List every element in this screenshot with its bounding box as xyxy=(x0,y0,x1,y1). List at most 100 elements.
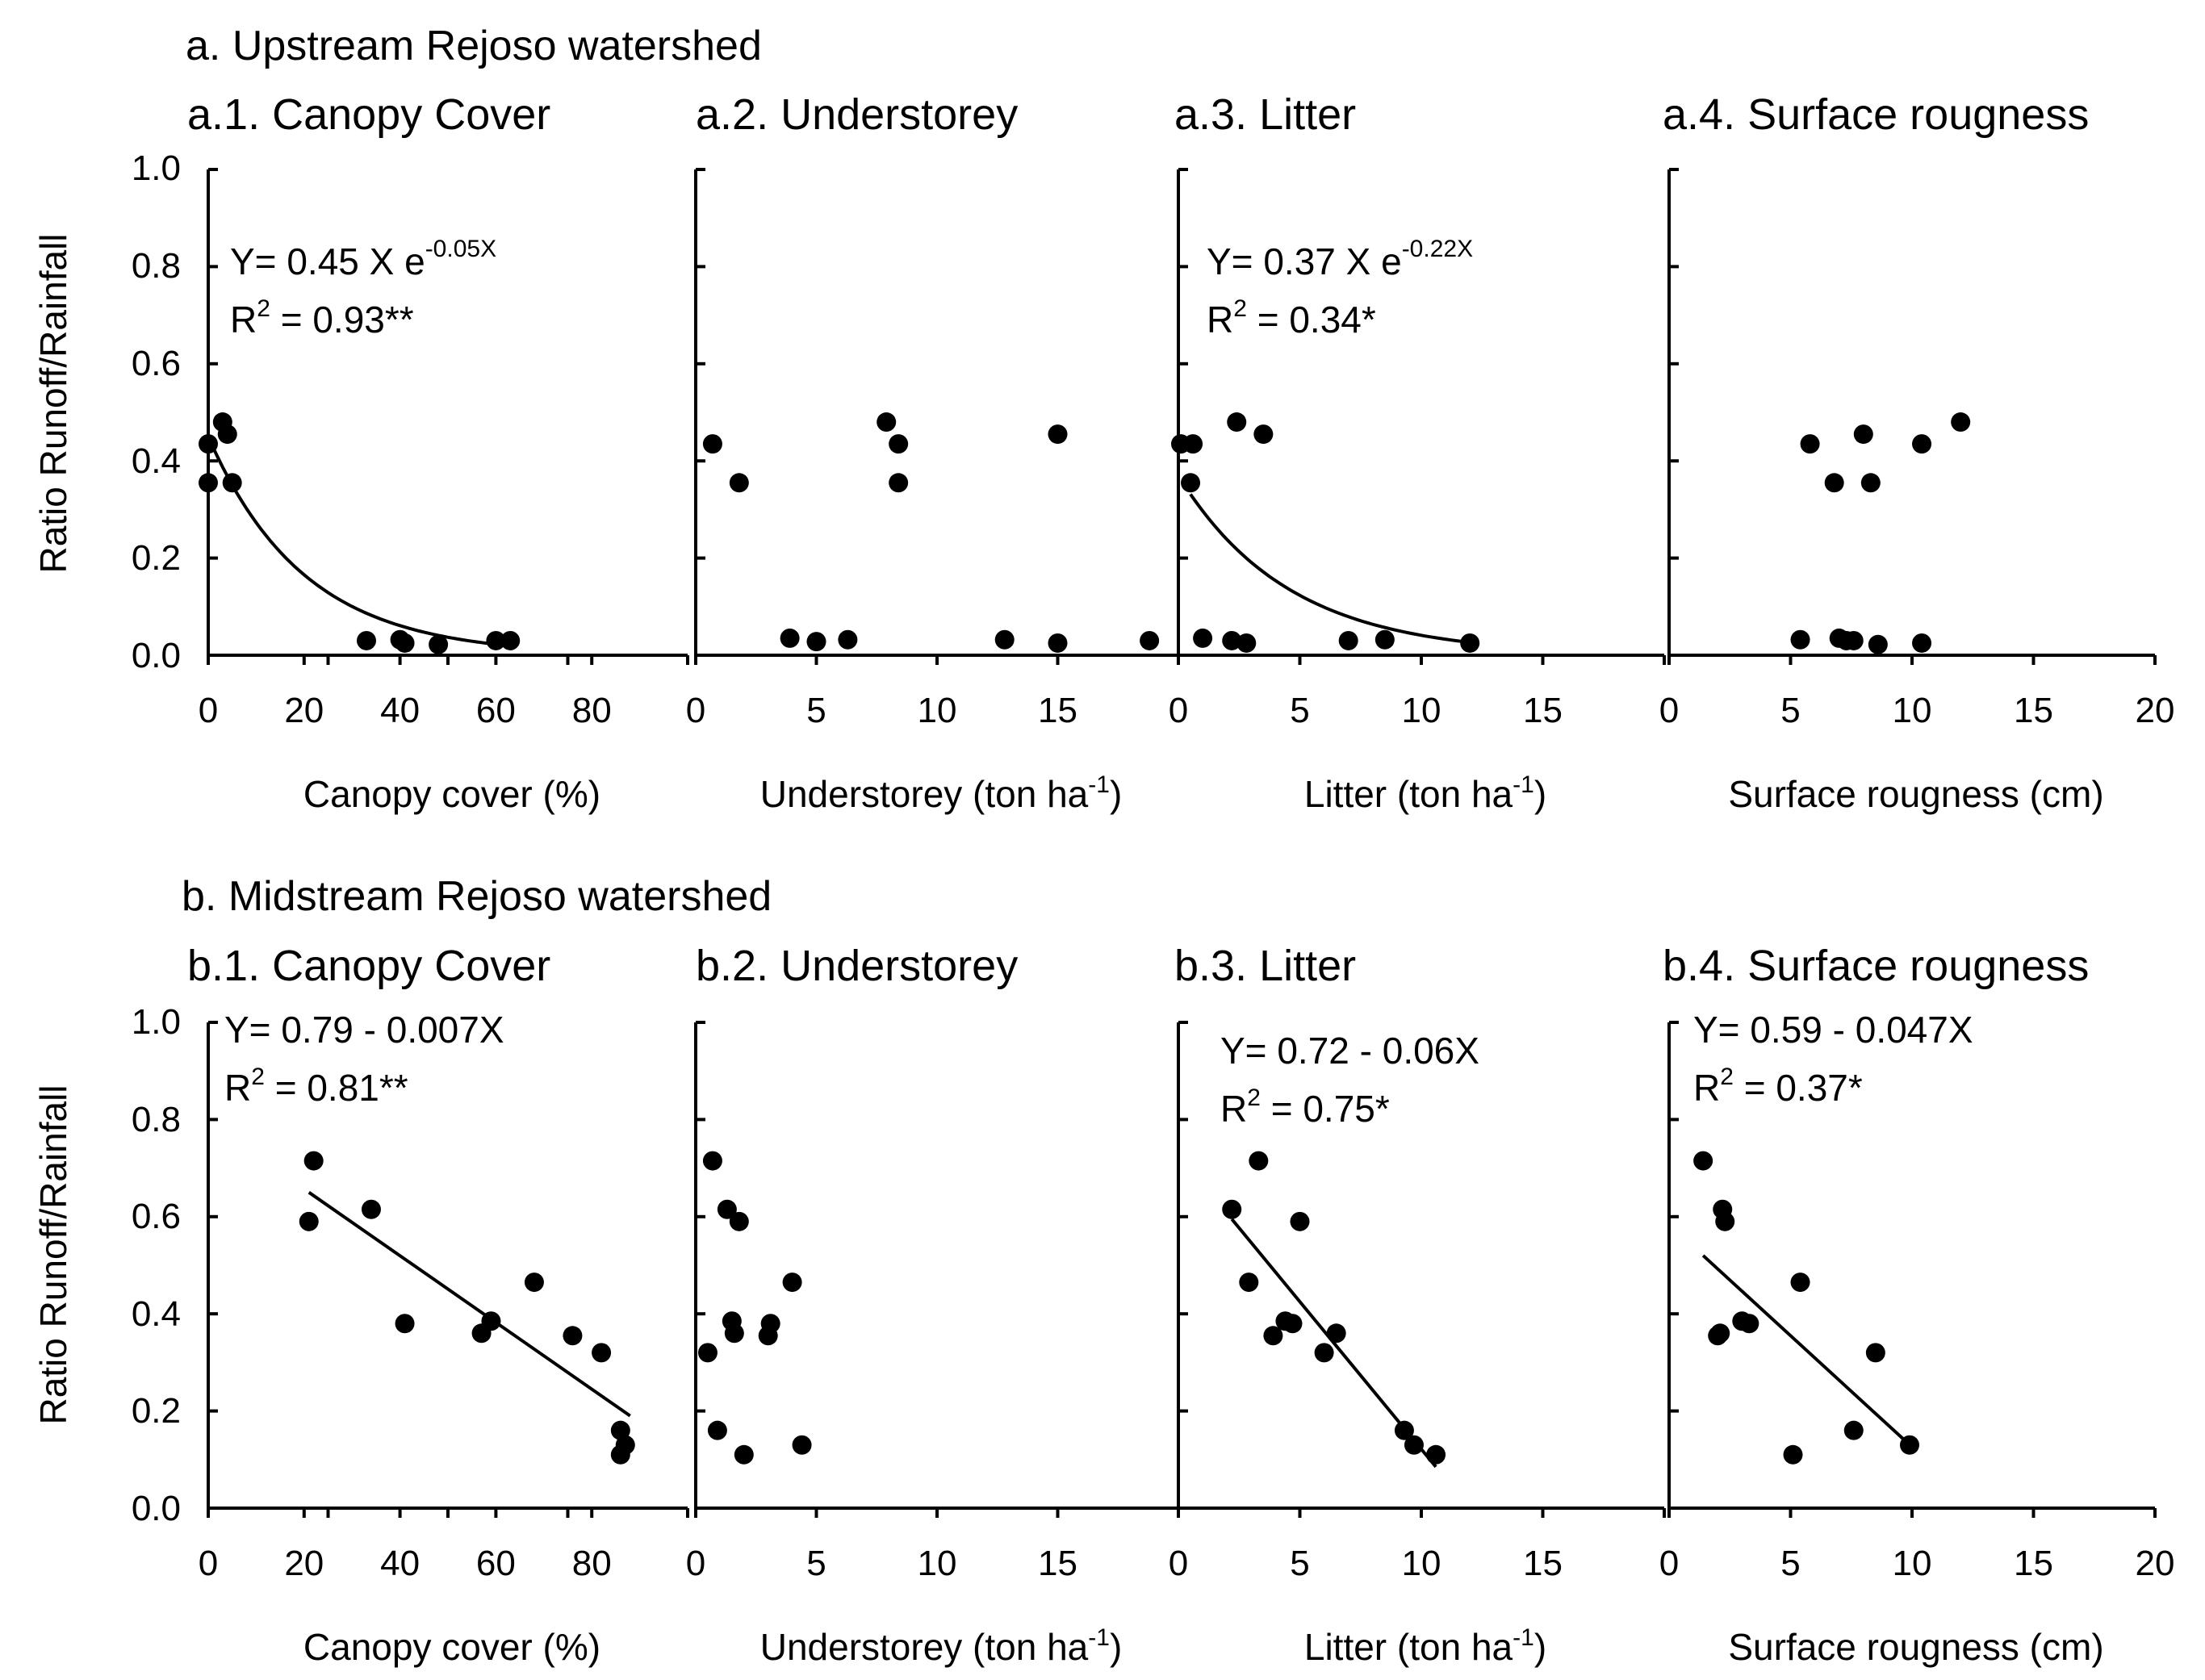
x-tick-label: 0 xyxy=(199,691,218,730)
x-tick-label: 40 xyxy=(380,1544,420,1583)
data-point xyxy=(481,1311,501,1331)
panel-title: b.2. Understorey xyxy=(696,942,1018,990)
panel-title: b.1. Canopy Cover xyxy=(187,942,550,990)
x-tick-label: 0 xyxy=(1169,691,1188,730)
data-point xyxy=(222,473,242,493)
data-point xyxy=(724,1323,744,1344)
data-point xyxy=(806,632,826,652)
data-point xyxy=(199,434,218,454)
data-point xyxy=(1263,1326,1283,1346)
y-tick-label: 0.4 xyxy=(132,1294,181,1334)
r-squared: R2 = 0.37* xyxy=(1693,1064,1863,1109)
y-axis-label-midstream: Ratio Runoff/Rainfall xyxy=(32,1084,74,1424)
data-point xyxy=(697,1343,718,1363)
data-point xyxy=(1790,1273,1810,1293)
x-tick-label: 20 xyxy=(284,691,324,730)
data-point xyxy=(734,1444,754,1465)
x-axis-label: Canopy cover (%) xyxy=(303,1626,600,1668)
fit-line xyxy=(1189,493,1471,645)
data-point xyxy=(1426,1444,1446,1465)
data-point xyxy=(1460,633,1480,653)
x-axis-label: Litter (ton ha-1) xyxy=(1304,1624,1546,1668)
data-point xyxy=(303,1151,324,1171)
data-point xyxy=(1048,424,1068,445)
y-tick-labels-upstream: 0.0 0.2 0.4 0.6 0.8 1.0 xyxy=(132,148,181,675)
data-point xyxy=(702,434,722,454)
x-tick-label: 60 xyxy=(476,1544,516,1583)
x-tick-label: 10 xyxy=(918,1544,957,1583)
panel-a2: a.2. Understorey 0 5 10 15 Understorey (ton h… xyxy=(686,90,1180,815)
data-point xyxy=(1899,1435,1919,1455)
data-point xyxy=(1183,434,1203,454)
y-tick-label: 0.0 xyxy=(132,1489,181,1528)
equation: Y= 0.59 - 0.047X xyxy=(1693,1009,1973,1051)
fit-line xyxy=(207,436,496,646)
data-point xyxy=(357,630,377,650)
r-squared: R2 = 0.81** xyxy=(224,1064,408,1109)
data-point xyxy=(1338,630,1358,650)
data-point xyxy=(889,473,909,493)
data-point xyxy=(1715,1211,1735,1231)
y-tick-label: 0.2 xyxy=(132,1391,181,1431)
x-tick-label: 20 xyxy=(2136,1544,2175,1583)
data-point xyxy=(429,634,449,654)
x-tick-label: 0 xyxy=(1169,1544,1188,1583)
x-tick-label: 5 xyxy=(806,691,826,730)
data-point xyxy=(1290,1211,1310,1231)
data-point xyxy=(1853,424,1873,445)
data-point xyxy=(1710,1323,1730,1344)
fit-line xyxy=(308,1191,631,1418)
x-tick-label: 5 xyxy=(1780,691,1800,730)
x-axis-label: Surface rougness (cm) xyxy=(1728,773,2103,815)
data-point xyxy=(524,1273,544,1293)
panel-title: b.3. Litter xyxy=(1174,942,1356,990)
x-tick-label: 15 xyxy=(1523,1544,1563,1583)
x-axis-label: Litter (ton ha-1) xyxy=(1304,771,1546,815)
x-tick-label: 80 xyxy=(572,691,612,730)
data-point xyxy=(1824,473,1844,493)
x-tick-label: 20 xyxy=(284,1544,324,1583)
x-axis-label: Canopy cover (%) xyxy=(303,773,600,815)
section-title-midstream: b. Midstream Rejoso watershed xyxy=(182,873,772,920)
data-point xyxy=(1860,473,1881,493)
data-point xyxy=(1868,634,1888,654)
data-point xyxy=(1326,1323,1346,1344)
data-point xyxy=(702,1151,722,1171)
data-point xyxy=(717,1199,737,1219)
panel-a3: a.3. Litter 0 5 10 15 Litter (ton ha-1) Y= 0.3… xyxy=(1169,90,1666,815)
x-tick-label: 0 xyxy=(1659,1544,1679,1583)
y-tick-label: 1.0 xyxy=(132,1002,181,1042)
data-point xyxy=(1783,1444,1803,1465)
equation: Y= 0.45 X e-0.05X xyxy=(230,236,496,282)
x-tick-label: 0 xyxy=(1659,691,1679,730)
x-tick-label: 20 xyxy=(2136,691,2175,730)
data-point xyxy=(782,1273,802,1293)
y-tick-label: 1.0 xyxy=(132,148,181,188)
fit-line xyxy=(1701,1254,1909,1444)
equation: Y= 0.79 - 0.007X xyxy=(224,1009,504,1051)
section-title-upstream: a. Upstream Rejoso watershed xyxy=(186,23,762,69)
data-point xyxy=(729,473,749,493)
data-point xyxy=(1222,630,1242,650)
x-tick-label: 10 xyxy=(1893,691,1932,730)
x-tick-label: 0 xyxy=(686,691,705,730)
data-point xyxy=(1739,1314,1759,1334)
panel-title: b.4. Surface rougness xyxy=(1663,942,2089,990)
panel-title: a.4. Surface rougness xyxy=(1663,90,2089,139)
r-squared: R2 = 0.75* xyxy=(1220,1084,1390,1130)
y-tick-label: 0.8 xyxy=(132,246,181,286)
data-point xyxy=(1239,1273,1259,1293)
data-point xyxy=(780,628,800,648)
data-point xyxy=(792,1435,812,1455)
data-point xyxy=(199,473,218,493)
data-point xyxy=(1222,1199,1242,1219)
data-point xyxy=(994,629,1015,650)
data-point xyxy=(1193,628,1213,648)
y-tick-label: 0.8 xyxy=(132,1100,181,1139)
x-tick-label: 5 xyxy=(1290,1544,1309,1583)
panel-title: a.2. Understorey xyxy=(696,90,1018,139)
panel-a1: a.1. Canopy Cover 0 20 40 60 80 Canopy cover (… xyxy=(187,90,689,815)
data-point xyxy=(1282,1314,1303,1334)
data-point xyxy=(1181,473,1201,493)
panel-b4: b.4. Surface rougness 0 5 10 15 20 Surface rou… xyxy=(1659,942,2175,1668)
